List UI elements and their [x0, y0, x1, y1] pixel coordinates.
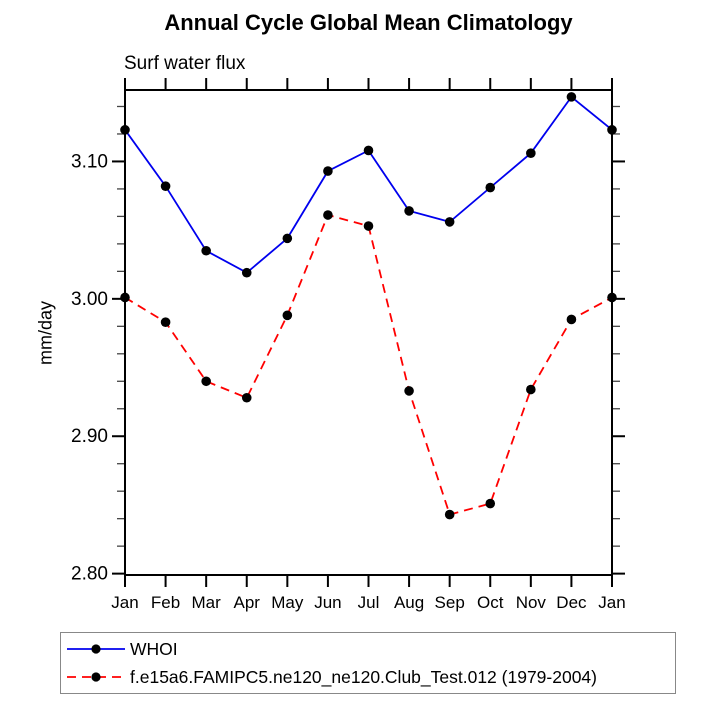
- y-tick-label: 2.90: [71, 426, 108, 447]
- data-point-marker: [363, 221, 374, 231]
- x-tick-label: Mar: [192, 593, 222, 612]
- x-tick-label: Apr: [234, 593, 261, 612]
- legend-marker-dot: [91, 644, 101, 654]
- data-point-marker: [526, 384, 536, 395]
- y-tick-label: 2.80: [71, 564, 108, 585]
- y-tick-label: 3.00: [71, 289, 108, 310]
- x-tick-label: Jul: [358, 593, 380, 612]
- data-point-marker: [241, 267, 252, 278]
- y-tick-label: 3.10: [71, 151, 108, 172]
- data-point-marker: [526, 148, 536, 159]
- data-point-marker: [444, 217, 455, 227]
- data-point-marker: [404, 206, 414, 216]
- legend-marker-dot: [91, 672, 101, 682]
- x-tick-label: May: [271, 593, 304, 612]
- data-point-marker: [607, 292, 617, 303]
- data-point-marker: [485, 498, 496, 509]
- data-point-marker: [323, 166, 333, 176]
- data-point-marker: [363, 145, 374, 156]
- page-title: Annual Cycle Global Mean Climatology: [164, 10, 573, 35]
- legend-dashed-line-icon: [67, 672, 125, 682]
- data-point-marker: [201, 376, 211, 387]
- data-point-marker: [282, 233, 293, 244]
- x-tick-label: Aug: [394, 593, 424, 612]
- legend-label-whoi: WHOI: [130, 638, 178, 659]
- data-point-marker: [160, 317, 171, 327]
- legend-label-model: f.e15a6.FAMIPC5.ne120_ne120.Club_Test.01…: [130, 666, 597, 687]
- x-tick-label: Feb: [151, 593, 180, 612]
- chart-subtitle: Surf water flux: [124, 53, 246, 74]
- data-point-marker: [282, 310, 293, 321]
- data-point-marker: [160, 181, 171, 191]
- x-tick-label: Nov: [516, 593, 547, 612]
- series-line-1: [124, 213, 613, 516]
- data-point-marker: [444, 509, 455, 520]
- data-point-marker: [607, 125, 617, 135]
- data-point-marker: [241, 392, 252, 403]
- data-point-marker: [201, 245, 211, 256]
- data-point-marker: [404, 386, 414, 396]
- x-tick-label: Jan: [111, 593, 138, 612]
- x-tick-label: Jun: [314, 593, 341, 612]
- data-point-marker: [566, 92, 577, 102]
- data-point-marker: [120, 125, 130, 135]
- data-point-marker: [566, 314, 577, 325]
- legend-solid-line-icon: [67, 644, 125, 654]
- x-tick-label: Jan: [598, 593, 625, 612]
- legend-item-whoi: WHOI: [61, 635, 675, 663]
- x-tick-label: Sep: [435, 593, 465, 612]
- series-line-0: [124, 95, 613, 274]
- plot-frame: [124, 89, 613, 576]
- data-point-marker: [323, 210, 333, 220]
- x-tick-label: Oct: [477, 593, 504, 612]
- legend-box: WHOI f.e15a6.FAMIPC5.ne120_ne120.Club_Te…: [60, 632, 676, 694]
- data-point-marker: [120, 292, 130, 303]
- data-point-marker: [485, 182, 496, 193]
- x-tick-label: Dec: [556, 593, 587, 612]
- legend-item-model: f.e15a6.FAMIPC5.ne120_ne120.Club_Test.01…: [61, 663, 675, 691]
